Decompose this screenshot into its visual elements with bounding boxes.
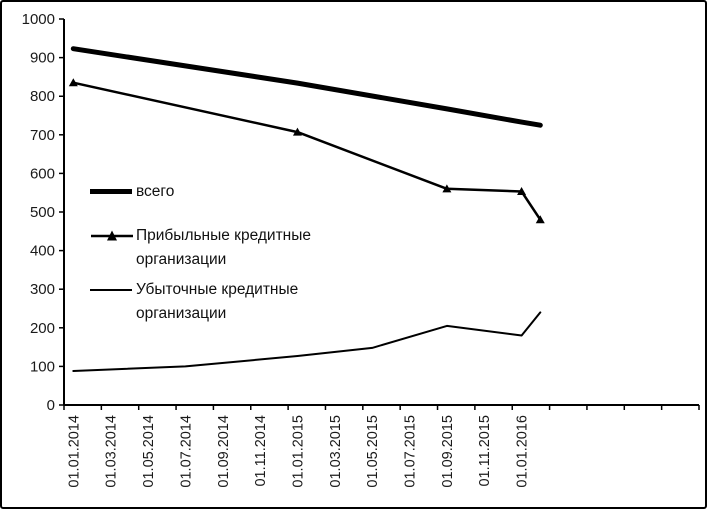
legend-label-profitable: Прибыльные кредитные организации (136, 224, 311, 272)
legend-label-line: всего (136, 183, 175, 200)
x-axis-label: 01.03.2015 (328, 415, 344, 488)
y-axis-label: 100 (30, 358, 55, 375)
triangle-marker-line-icon (91, 230, 133, 241)
y-axis-label: 300 (30, 281, 55, 298)
x-axis-label: 01.01.2016 (515, 415, 531, 488)
y-axis-label: 200 (30, 320, 55, 337)
x-axis-label: 01.01.2014 (66, 415, 82, 488)
legend-label-line: организации (136, 305, 227, 322)
legend-swatch-profitable (90, 224, 136, 243)
legend-label-line: организации (136, 251, 227, 268)
triangle-marker-icon (442, 184, 452, 193)
legend-item-profitable: Прибыльные кредитные организации (90, 224, 350, 272)
legend-label-unprofitable: Убыточные кредитные организации (136, 278, 298, 326)
triangle-marker-icon (292, 127, 302, 136)
chart-legend: всего Прибыльные кредитные организации У… (90, 180, 350, 326)
thick-line-icon (90, 189, 132, 194)
y-axis-label: 1000 (22, 11, 55, 28)
x-axis-label: 01.09.2015 (440, 415, 456, 488)
series-line-unprofitable (72, 311, 542, 372)
y-axis-label: 400 (30, 243, 55, 260)
legend-label-line: Прибыльные кредитные (136, 227, 311, 244)
series-line-total (70, 46, 543, 128)
legend-item-total: всего (90, 180, 350, 204)
legend-label-total: всего (136, 180, 174, 204)
y-axis-label: 900 (30, 50, 55, 67)
x-axis-label: 01.09.2014 (216, 415, 232, 488)
x-axis-label: 01.11.2015 (477, 415, 493, 487)
y-axis-label: 0 (47, 397, 55, 414)
legend-item-unprofitable: Убыточные кредитные организации (90, 278, 350, 326)
x-axis-label: 01.01.2015 (290, 415, 306, 488)
legend-swatch-total (90, 180, 136, 194)
thin-line-icon (90, 289, 132, 291)
x-axis-label: 01.05.2015 (365, 415, 381, 488)
legend-swatch-unprofitable (90, 278, 136, 291)
x-axis-label: 01.05.2014 (141, 415, 157, 488)
triangle-marker-icon (517, 187, 527, 196)
x-axis-label: 01.03.2014 (104, 415, 120, 488)
x-axis-label: 01.07.2014 (178, 415, 194, 488)
y-axis-label: 800 (30, 88, 55, 105)
y-axis-label: 500 (30, 204, 55, 221)
legend-label-line: Убыточные кредитные (136, 281, 299, 298)
y-axis-label: 700 (30, 127, 55, 144)
triangle-marker-icon (68, 78, 78, 87)
x-axis-label: 01.07.2015 (403, 415, 419, 488)
x-axis-label: 01.11.2014 (253, 415, 269, 487)
y-axis-label: 600 (30, 165, 55, 182)
triangle-marker-icon (535, 215, 545, 224)
